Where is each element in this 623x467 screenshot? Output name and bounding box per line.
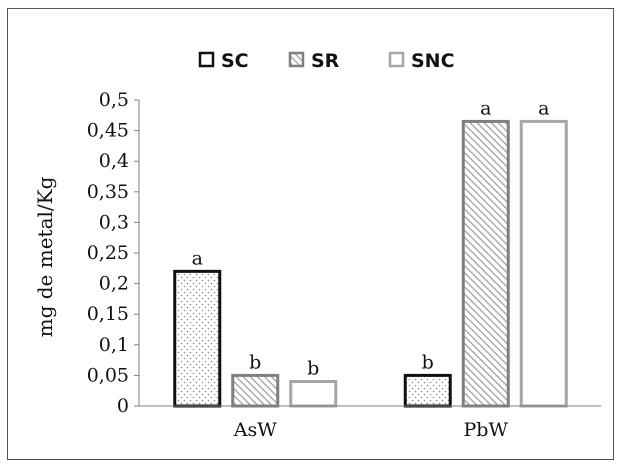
y-tick-label: 0,1 (99, 334, 129, 356)
bar-sc-asw (173, 269, 222, 408)
bar-data-label: b (307, 358, 319, 380)
x-category-label: PbW (464, 419, 509, 441)
legend-swatch-sc (198, 51, 215, 68)
bar-data-label: a (538, 97, 549, 119)
y-tick-label: 0,5 (99, 89, 129, 111)
bar-sr-pbw (461, 119, 510, 408)
bar-data-label: b (422, 351, 434, 373)
legend: SC SR SNC (198, 50, 455, 72)
y-tick-label: 0,4 (99, 150, 129, 172)
y-tick-label: 0,25 (87, 242, 129, 264)
y-tick-label: 0,05 (87, 364, 129, 386)
bar-snc-pbw (519, 119, 568, 408)
bar-sr-asw (231, 373, 280, 408)
y-tick-label: 0,35 (87, 181, 129, 203)
y-axis-label: mg de metal/Kg (33, 176, 57, 337)
y-tick-label: 0,15 (87, 303, 129, 325)
legend-label-snc: SNC (411, 50, 455, 72)
legend-label-sc: SC (221, 50, 249, 72)
y-axis: 0 0,05 0,1 0,15 0,2 0,25 0,3 0,35 0,4 0,45 0,5 (87, 89, 140, 417)
bar-data-label: a (192, 247, 203, 269)
y-tick-label: 0,3 (99, 211, 129, 233)
legend-swatch-snc (388, 51, 405, 68)
plot-area: a b b b a a (173, 97, 568, 408)
x-axis: AsW PbW (139, 405, 601, 441)
y-tick-label: 0 (117, 395, 129, 417)
legend-swatch-sr (288, 51, 305, 68)
legend-label-sr: SR (311, 50, 340, 72)
bar-sc-pbw (403, 373, 452, 408)
y-tick-label: 0,45 (87, 120, 129, 142)
bar-snc-asw (289, 380, 338, 408)
x-category-label: AsW (233, 419, 277, 441)
bar-data-label: b (249, 351, 261, 373)
y-tick-label: 0,2 (99, 273, 129, 295)
bar-data-label: a (480, 97, 491, 119)
